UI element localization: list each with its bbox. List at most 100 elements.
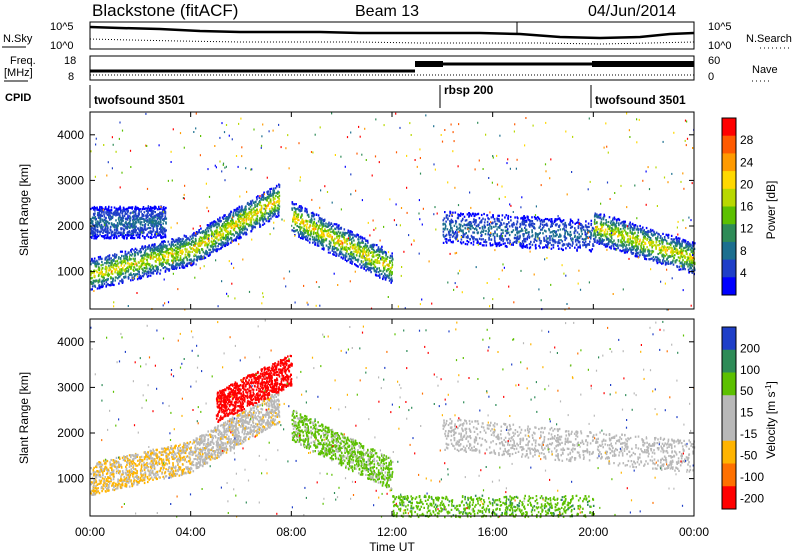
echo-cell [561,240,564,243]
echo-cell [340,240,343,243]
echo-cell [526,235,529,238]
echo-cell [295,229,297,232]
echo-cell [351,262,353,265]
echo-cell [390,274,393,277]
echo-cell [500,223,503,226]
echo-cell [116,225,118,228]
echo-cell [370,267,372,270]
echo-cell [106,267,108,270]
echo-cell [377,271,380,274]
echo-cell [143,220,145,223]
echo-cell [92,232,94,235]
echo-cell [516,236,519,239]
echo-cell [128,220,131,223]
echo-cell [243,219,245,222]
echo-cell [278,200,281,203]
echo-cell [520,227,523,230]
echo-cell [144,223,146,226]
echo-cell [144,263,146,266]
echo-cell [445,240,447,243]
echo-cell [115,255,118,258]
echo-cell [559,228,562,231]
echo-cell [278,191,280,194]
echo-cell [365,253,367,256]
echo-cell [365,269,367,272]
echo-cell [487,231,490,234]
freq-panel: 18 8 60 0 [64,55,720,83]
echo-cell [567,244,569,247]
echo-cell [311,211,314,214]
echo-cell [97,234,100,238]
echo-cell [90,263,92,266]
echo-cell [580,235,582,238]
echo-cell [526,246,529,249]
echo-cell [219,227,221,230]
echo-cell [459,241,462,244]
echo-cell [346,243,348,246]
echo-cell [319,228,322,231]
echo-cell [531,235,533,238]
echo-cell [306,214,309,217]
echo-cell [328,235,331,238]
echo-cell [114,264,116,267]
echo-cell [173,266,175,269]
echo-cell [154,269,156,272]
echo-cell [123,257,125,260]
echo-cell [621,221,623,224]
echo-cell [231,226,234,229]
echo-cell [575,229,577,232]
echo-cell [480,238,483,241]
echo-cell [259,223,261,226]
echo-cell [579,244,581,247]
echo-cell [104,234,107,237]
echo-cell [242,225,244,228]
echo-cell [171,247,174,250]
echo-cell [349,238,351,241]
echo-cell [181,266,184,269]
echo-cell [364,265,367,268]
echo-cell [205,235,207,238]
echo-cell [342,233,345,236]
echo-cell [553,230,556,233]
echo-cell [525,220,528,223]
echo-cell [543,229,546,232]
echo-cell [490,216,493,219]
echo-cell [585,225,587,228]
echo-cell [484,233,487,236]
echo-cell [317,214,320,217]
echo-cell [304,236,307,239]
echo-cell [166,244,168,247]
echo-cell [562,223,564,226]
echo-cell [249,221,252,224]
echo-cell [641,240,644,244]
echo-cell [117,257,120,260]
echo-cell [354,234,356,237]
echo-cell [463,215,466,218]
echo-cell [567,233,569,236]
echo-cell [96,233,99,236]
echo-cell [123,276,125,279]
echo-cell [110,218,112,221]
echo-cell [116,210,119,213]
echo-cell [126,253,128,256]
echo-cell [140,264,143,267]
echo-cell [100,206,103,209]
echo-cell [94,260,96,263]
echo-cell [254,222,257,225]
echo-cell [484,226,486,229]
echo-cell [132,262,134,265]
echo-cell [183,242,185,245]
echo-cell [463,234,465,237]
echo-cell [97,281,100,284]
echo-cell [612,217,614,220]
echo-cell [163,260,165,263]
echo-cell [570,233,572,236]
echo-cell [110,281,113,284]
echo-cell [101,218,104,221]
echo-cell [114,234,116,237]
echo-cell [611,223,613,226]
echo-cell [223,224,226,227]
echo-cell [562,228,564,231]
echo-cell [364,259,367,262]
echo-cell [119,218,122,221]
